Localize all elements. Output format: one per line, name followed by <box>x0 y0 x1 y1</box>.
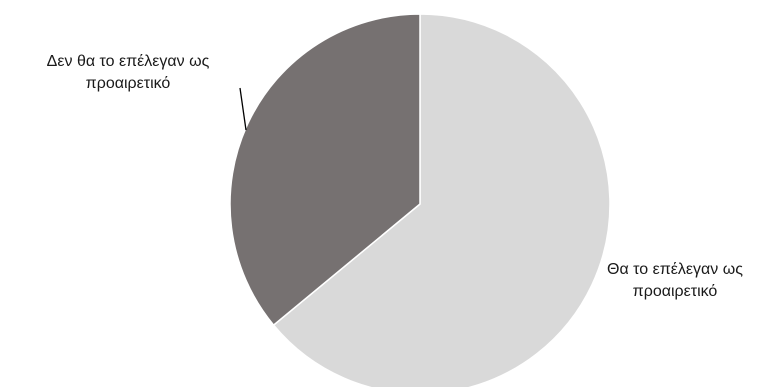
slice-label-0: Θα το επέλεγαν ως προαιρετικό <box>607 261 743 300</box>
slices-layer <box>229 13 611 392</box>
pie-slice-0 <box>272 13 611 392</box>
slice-label-1: Δεν θα το επέλεγαν ως προαιρετικό <box>47 53 210 92</box>
leader-line-1 <box>239 87 247 131</box>
slice-label-line: Δεν θα το επέλεγαν ως <box>47 53 210 70</box>
slice-label-line: Θα το επέλεγαν ως <box>607 261 743 278</box>
pie-slice-1 <box>229 13 421 327</box>
slice-label-line: προαιρετικό <box>633 283 718 300</box>
slice-label-line: προαιρετικό <box>86 75 171 92</box>
